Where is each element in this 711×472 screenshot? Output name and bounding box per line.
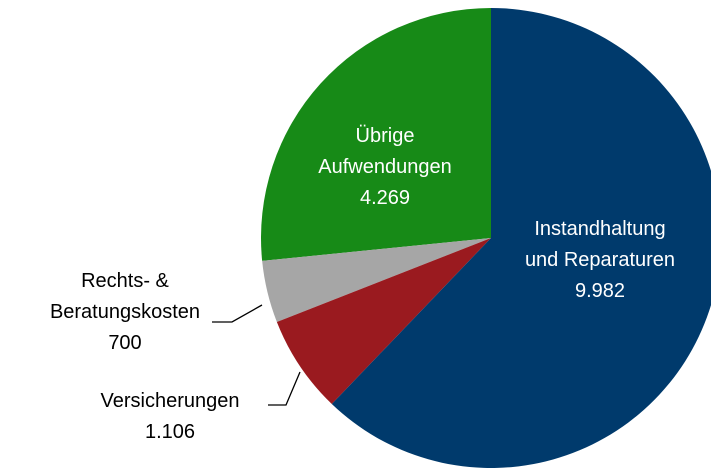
value-label: 9.982 (574, 280, 626, 302)
value-label: 4.269 (359, 187, 411, 209)
pie-slice (262, 238, 491, 322)
slice-label: Instandhaltung und Reparaturen 9.982 (515, 214, 685, 307)
category-label: Versicherungen (100, 390, 240, 412)
slice-label: Übrige Aufwendungen 4.269 (305, 121, 465, 214)
leader-line (212, 304, 263, 323)
pie-slice (261, 8, 491, 261)
slice-label: Versicherungen 1.106 (60, 386, 280, 448)
value-label: 700 (108, 332, 142, 354)
pie-slice (331, 8, 711, 468)
leader-line (268, 371, 301, 406)
category-label: Rechts- & Beratungskosten (49, 270, 201, 323)
pie-slice (276, 238, 491, 405)
category-label: Übrige Aufwendungen (318, 125, 452, 178)
value-label: 1.106 (144, 421, 196, 443)
slice-label: Rechts- & Beratungskosten 700 (35, 266, 215, 359)
category-label: Instandhaltung und Reparaturen (524, 218, 676, 271)
